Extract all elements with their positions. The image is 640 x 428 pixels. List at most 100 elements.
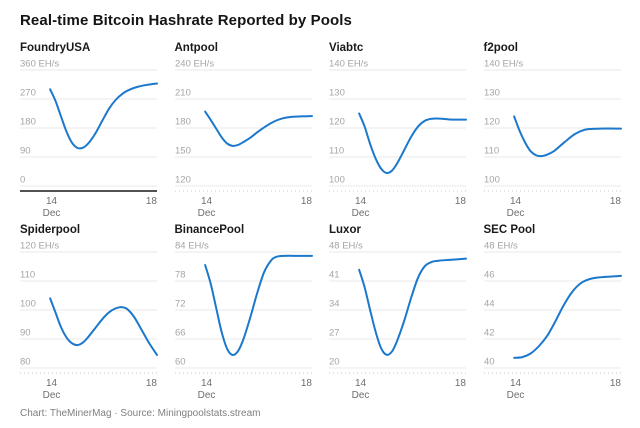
x-tick-sublabel: Dec [43, 390, 61, 401]
chart-title: Real-time Bitcoin Hashrate Reported by P… [20, 12, 352, 29]
y-tick-label: 140 EH/s [484, 59, 523, 70]
panel-viabtc: Viabtc 140 EH/s 130 120 110 100 14 Dec 18 [329, 42, 467, 219]
panel-title: Viabtc [329, 42, 364, 54]
y-tick-label: 180 [20, 117, 36, 128]
y-tick-label: 270 [20, 88, 36, 99]
x-tick-sublabel: Dec [506, 390, 524, 401]
small-multiples-grid: FoundryUSA 360 EH/s 270 180 90 0 14 Dec 18 Antp… [20, 42, 622, 401]
x-tick-label: 18 [146, 196, 158, 207]
chart-card: Real-time Bitcoin Hashrate Reported by P… [20, 12, 622, 419]
y-tick-label: 100 [484, 175, 500, 186]
x-tick-label: 14 [200, 378, 212, 389]
panel-title: Antpool [174, 42, 218, 54]
y-tick-label: 27 [329, 328, 340, 339]
y-tick-label: 150 [175, 146, 191, 157]
panel-title: FoundryUSA [20, 42, 91, 54]
y-tick-label: 110 [484, 146, 499, 157]
hashrate-series-line [49, 82, 158, 150]
y-tick-label: 84 EH/s [175, 241, 209, 252]
y-tick-label: 130 [484, 88, 500, 99]
y-tick-label: 110 [20, 270, 35, 281]
y-tick-label: 40 [484, 357, 495, 368]
y-tick-label: 80 [20, 357, 31, 368]
panel-secpool: SEC Pool 48 EH/s 46 44 42 40 14 Dec 18 [483, 224, 622, 401]
x-tick-label: 14 [355, 196, 367, 207]
panel-title: Spiderpool [20, 224, 81, 236]
y-tick-label: 90 [20, 328, 31, 339]
panel-antpool: Antpool 240 EH/s 210 180 150 120 14 Dec 18 [174, 42, 313, 219]
x-tick-label: 14 [509, 378, 521, 389]
y-tick-label: 140 EH/s [329, 59, 368, 70]
y-tick-label: 360 EH/s [20, 59, 59, 70]
y-tick-label: 78 [175, 270, 186, 281]
y-tick-label: 100 [329, 175, 345, 186]
y-tick-label: 66 [175, 328, 186, 339]
panel-foundryusa: FoundryUSA 360 EH/s 270 180 90 0 14 Dec 18 [20, 42, 158, 219]
x-tick-label: 18 [300, 378, 312, 389]
x-tick-label: 18 [609, 378, 621, 389]
x-tick-sublabel: Dec [197, 390, 215, 401]
panel-spiderpool: Spiderpool 120 EH/s 110 100 90 80 14 Dec 18 [20, 224, 158, 401]
hashrate-series-line [512, 274, 622, 359]
y-tick-label: 100 [20, 299, 36, 310]
panel-title: f2pool [483, 42, 519, 54]
panel-title: Luxor [329, 224, 361, 236]
y-tick-label: 180 [175, 117, 191, 128]
y-tick-label: 48 EH/s [329, 241, 363, 252]
y-tick-label: 60 [175, 357, 186, 368]
y-tick-label: 120 [484, 117, 500, 128]
y-tick-label: 130 [329, 88, 345, 99]
panel-title: SEC Pool [483, 224, 536, 236]
hashrate-series-line [512, 115, 622, 158]
x-tick-sublabel: Dec [197, 208, 215, 219]
y-tick-label: 240 EH/s [175, 59, 214, 70]
y-tick-label: 34 [329, 299, 340, 310]
x-tick-label: 18 [300, 196, 312, 207]
x-tick-sublabel: Dec [352, 390, 370, 401]
y-tick-label: 41 [329, 270, 340, 281]
x-tick-sublabel: Dec [352, 208, 370, 219]
y-tick-label: 44 [484, 299, 495, 310]
panel-title: BinancePool [174, 224, 245, 236]
panel-luxor: Luxor 48 EH/s 41 34 27 20 14 Dec 18 [329, 224, 467, 401]
y-tick-label: 210 [175, 88, 191, 99]
y-tick-label: 20 [329, 357, 340, 368]
x-tick-label: 14 [200, 196, 212, 207]
x-tick-label: 18 [455, 378, 467, 389]
x-tick-label: 18 [609, 196, 621, 207]
y-tick-label: 46 [484, 270, 495, 281]
panel-binancepool: BinancePool 84 EH/s 78 72 66 60 14 Dec 18 [174, 224, 313, 401]
y-tick-label: 72 [175, 299, 186, 310]
hashrate-series-line [358, 112, 467, 175]
hashrate-series-line [358, 257, 467, 356]
y-tick-label: 90 [20, 146, 31, 157]
y-tick-label: 110 [329, 146, 344, 157]
x-tick-label: 18 [146, 378, 158, 389]
y-tick-label: 0 [20, 175, 25, 186]
x-tick-label: 14 [46, 378, 58, 389]
chart-credit: Chart: TheMinerMag · Source: Miningpools… [20, 408, 261, 419]
y-tick-label: 120 [175, 175, 191, 186]
hashrate-series-line [49, 297, 158, 356]
y-tick-label: 48 EH/s [484, 241, 518, 252]
hashrate-series-line [203, 254, 313, 357]
hashrate-series-line [203, 110, 313, 147]
x-tick-label: 14 [355, 378, 367, 389]
x-tick-label: 18 [455, 196, 467, 207]
x-tick-label: 14 [46, 196, 58, 207]
y-tick-label: 42 [484, 328, 495, 339]
x-tick-label: 14 [509, 196, 521, 207]
y-tick-label: 120 EH/s [20, 241, 59, 252]
x-tick-sublabel: Dec [506, 208, 524, 219]
y-tick-label: 120 [329, 117, 345, 128]
panel-f2pool: f2pool 140 EH/s 130 120 110 100 14 Dec 18 [483, 42, 622, 219]
x-tick-sublabel: Dec [43, 208, 61, 219]
